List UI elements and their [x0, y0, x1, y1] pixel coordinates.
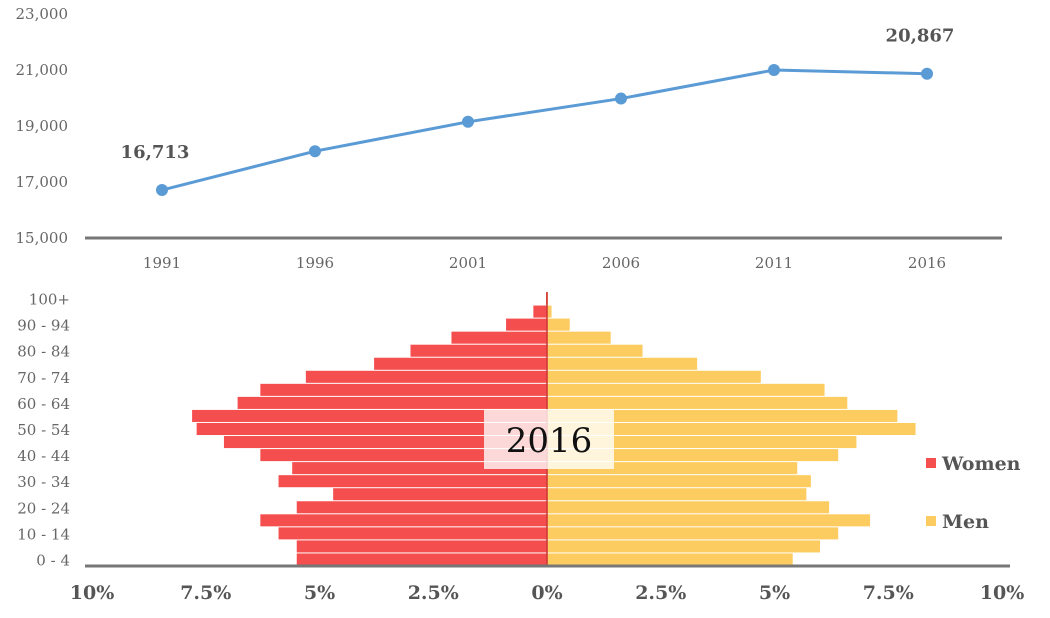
data-point: [156, 184, 168, 197]
men-bar: [547, 344, 643, 357]
line-y-tick-label: 17,000: [16, 173, 69, 191]
data-label: 20,867: [886, 26, 955, 47]
women-bar: [192, 409, 547, 422]
men-bar: [547, 488, 807, 501]
year-label-box: [484, 409, 614, 469]
women-bar: [296, 540, 547, 553]
age-group-label: 60 - 64: [17, 395, 70, 413]
pyramid-x-tick-label: 2.5%: [635, 582, 686, 604]
line-x-tick-label: 2011: [755, 254, 793, 272]
legend-swatch: [926, 458, 936, 468]
age-group-label: 20 - 24: [17, 499, 70, 517]
women-bar: [410, 344, 547, 357]
women-bar: [237, 396, 547, 409]
pyramid-x-tick-label: 2.5%: [408, 582, 459, 604]
age-group-label: 70 - 74: [17, 369, 70, 387]
men-bar: [547, 422, 916, 436]
line-x-tick-label: 1991: [143, 254, 181, 272]
pyramid-x-tick-label: 5%: [759, 582, 790, 604]
women-bar: [374, 357, 547, 370]
women-bar: [305, 370, 547, 383]
pyramid-x-tick-label: 10%: [980, 582, 1025, 604]
legend-label: Women: [941, 453, 1021, 475]
women-bar: [260, 449, 547, 462]
age-group-label: 40 - 44: [17, 447, 70, 465]
data-point: [309, 145, 321, 158]
women-bar: [260, 383, 547, 396]
women-bar: [278, 475, 547, 488]
men-bar: [547, 409, 898, 422]
men-bar: [547, 305, 552, 318]
men-bar: [547, 318, 570, 331]
men-bar: [547, 449, 839, 462]
age-group-label: 90 - 94: [17, 317, 70, 335]
data-point: [921, 67, 933, 80]
men-bar: [547, 501, 830, 514]
line-x-tick-label: 2006: [602, 254, 640, 272]
legend-label: Men: [942, 511, 989, 533]
year-label: 2016: [506, 421, 593, 461]
men-bar: [547, 370, 761, 383]
age-group-label: 0 - 4: [36, 551, 70, 569]
women-bar: [333, 488, 547, 501]
age-group-label: 100+: [29, 291, 70, 309]
age-group-label: 50 - 54: [17, 421, 70, 439]
data-point: [768, 64, 780, 76]
men-bar: [547, 331, 611, 344]
age-group-label: 80 - 84: [17, 343, 70, 361]
population-line-chart: 15,000 17,000 19,000 21,000 23,000 1991 1996 20…: [16, 5, 1002, 272]
line-y-tick-label: 23,000: [16, 5, 69, 23]
series-line: [161, 68, 928, 192]
line-x-tick-label: 1996: [296, 254, 334, 272]
data-point: [615, 92, 627, 105]
line-x-tick-label: 2016: [908, 254, 946, 272]
men-bar: [547, 357, 698, 370]
men-bar: [547, 527, 839, 540]
women-bar: [506, 318, 547, 331]
legend-swatch: [926, 516, 936, 526]
line-y-tick-label: 19,000: [16, 117, 69, 135]
men-bar: [547, 436, 857, 449]
age-group-label: 30 - 34: [17, 473, 70, 491]
line-x-tick-label: 2001: [449, 254, 487, 272]
men-bar: [547, 396, 848, 409]
men-bar: [547, 553, 793, 566]
men-bar: [547, 540, 820, 553]
line-y-tick-label: 15,000: [16, 229, 69, 247]
pyramid-x-tick-label: 7.5%: [863, 582, 914, 604]
age-group-label: 10 - 14: [17, 525, 70, 543]
women-bar: [296, 553, 547, 566]
pyramid-x-tick-label: 5%: [304, 582, 335, 604]
women-bar: [278, 527, 547, 540]
women-bar: [451, 331, 547, 344]
women-bar: [292, 462, 547, 475]
population-pyramid-chart: 0 - 4 10 - 14 20 - 24 30 - 34 40 - 44 50 - 54…: [17, 291, 1024, 604]
line-y-tick-label: 21,000: [16, 61, 69, 79]
pyramid-x-tick-label: 0%: [531, 582, 562, 604]
data-point: [462, 115, 474, 128]
men-bar: [547, 475, 811, 488]
women-bar: [260, 514, 547, 527]
men-bar: [547, 514, 871, 527]
women-bar: [223, 436, 547, 449]
pyramid-x-tick-label: 10%: [70, 582, 115, 604]
women-bar: [196, 422, 547, 436]
women-bar: [296, 501, 547, 514]
pyramid-x-tick-label: 7.5%: [180, 582, 231, 604]
data-label: 16,713: [121, 142, 190, 163]
men-bar: [547, 383, 825, 396]
women-bar: [533, 305, 547, 318]
